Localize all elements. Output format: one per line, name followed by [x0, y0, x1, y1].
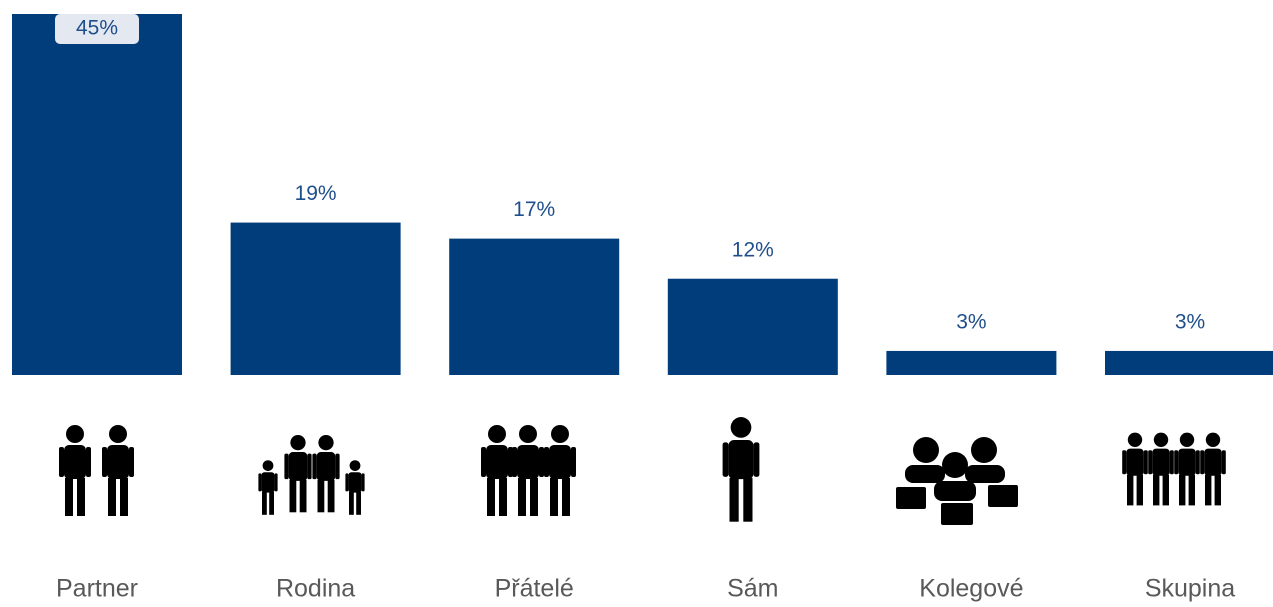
icon — [1174, 432, 1200, 506]
x-tick-label: Partner — [56, 575, 138, 603]
icon — [913, 437, 939, 463]
icon — [965, 465, 1005, 483]
icon — [722, 417, 760, 522]
icon — [1148, 432, 1174, 506]
icon — [512, 425, 544, 516]
value-label: 45% — [76, 17, 118, 40]
icon — [284, 434, 312, 513]
x-tick-label: Přátelé — [495, 575, 574, 603]
x-tick-label: Kolegové — [919, 575, 1023, 603]
x-tick-label: Skupina — [1145, 575, 1235, 603]
icon — [988, 485, 1018, 507]
value-label-box — [55, 14, 139, 44]
x-tick-label: Sám — [727, 575, 778, 603]
bar — [1105, 350, 1273, 375]
icon — [1122, 432, 1148, 506]
value-label: 3% — [956, 310, 986, 333]
value-label: 3% — [1175, 310, 1205, 333]
icon — [59, 425, 91, 516]
icon — [971, 437, 997, 463]
icon — [896, 487, 926, 509]
value-label: 19% — [295, 182, 337, 205]
value-label: 12% — [732, 238, 774, 261]
x-tick-label: Rodina — [276, 575, 355, 603]
icon — [544, 425, 576, 516]
value-label: 17% — [513, 198, 555, 221]
bar — [667, 278, 838, 375]
bar — [230, 222, 401, 375]
icon — [905, 465, 945, 483]
icon — [102, 425, 134, 516]
icon — [258, 460, 278, 515]
bar — [12, 14, 182, 375]
icon — [481, 425, 513, 516]
bar — [449, 238, 620, 375]
icon — [1200, 432, 1226, 506]
icon — [942, 452, 968, 478]
bar — [886, 350, 1057, 375]
icon — [934, 481, 976, 501]
icon — [312, 434, 340, 513]
icon — [345, 460, 365, 515]
icon — [941, 503, 973, 525]
icons — [59, 417, 1226, 525]
